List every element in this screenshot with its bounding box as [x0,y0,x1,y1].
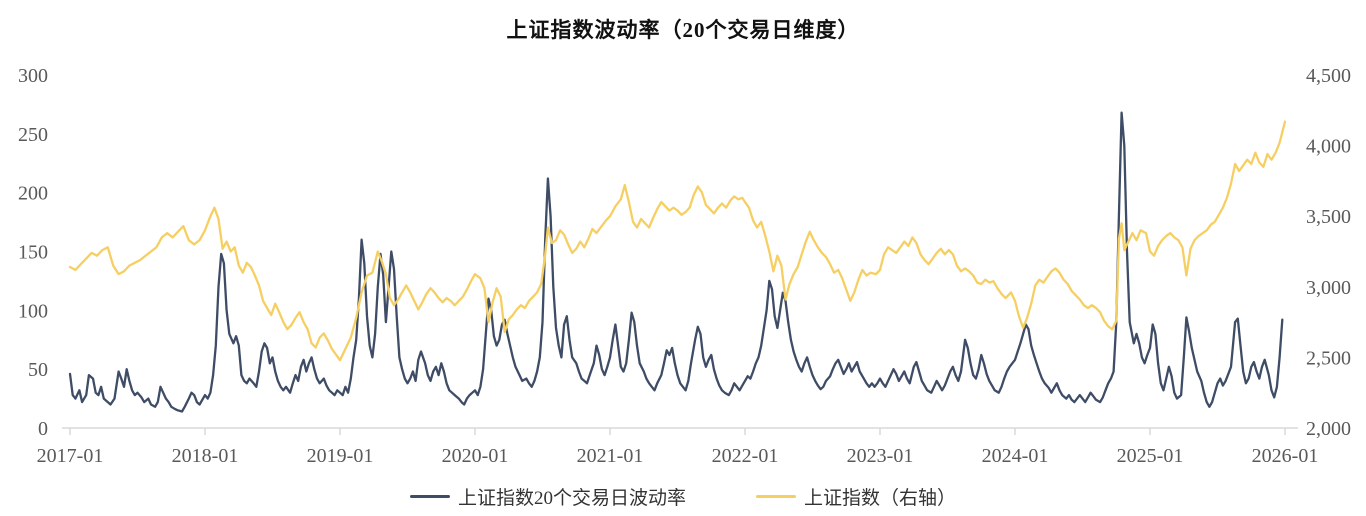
y-left-label: 300 [18,65,48,87]
y-right-label: 4,000 [1306,136,1351,158]
index-line-swatch-icon [756,495,796,498]
x-axis-label: 2026-01 [1252,445,1319,467]
y-right-label: 3,500 [1306,206,1351,228]
y-left-label: 100 [18,300,48,322]
y-right-label: 3,000 [1306,277,1351,299]
x-axis-label: 2021-01 [577,445,644,467]
legend-item-volatility: 上证指数20个交易日波动率 [409,483,686,510]
x-axis-label: 2022-01 [712,445,779,467]
y-left-label: 200 [18,183,48,205]
x-axis-label: 2025-01 [1117,445,1184,467]
page-title: 上证指数波动率（20个交易日维度） [506,18,860,42]
y-right-label: 2,000 [1306,418,1351,440]
x-axis-label: 2024-01 [982,445,1049,467]
legend-label-volatility: 上证指数20个交易日波动率 [457,488,686,509]
x-axis-label: 2018-01 [172,445,239,467]
x-axis-label: 2017-01 [37,445,104,467]
y-right-label: 4,500 [1306,65,1351,87]
y-left-label: 150 [18,242,48,264]
x-axis-label: 2020-01 [442,445,509,467]
volatility-line-swatch-icon [409,495,450,498]
y-left-label: 0 [38,418,48,440]
y-right-label: 2,500 [1306,347,1351,369]
x-axis-label: 2023-01 [847,445,914,467]
volatility-line-series [68,111,1284,413]
chart-legend: 上证指数20个交易日波动率 上证指数（右轴） [0,483,1366,510]
y-left-label: 50 [28,359,48,381]
x-axis-label: 2019-01 [307,445,374,467]
legend-item-index: 上证指数（右轴） [756,483,956,510]
y-left-label: 250 [18,124,48,146]
legend-label-index: 上证指数（右轴） [804,488,957,509]
index-line-series [68,120,1287,362]
